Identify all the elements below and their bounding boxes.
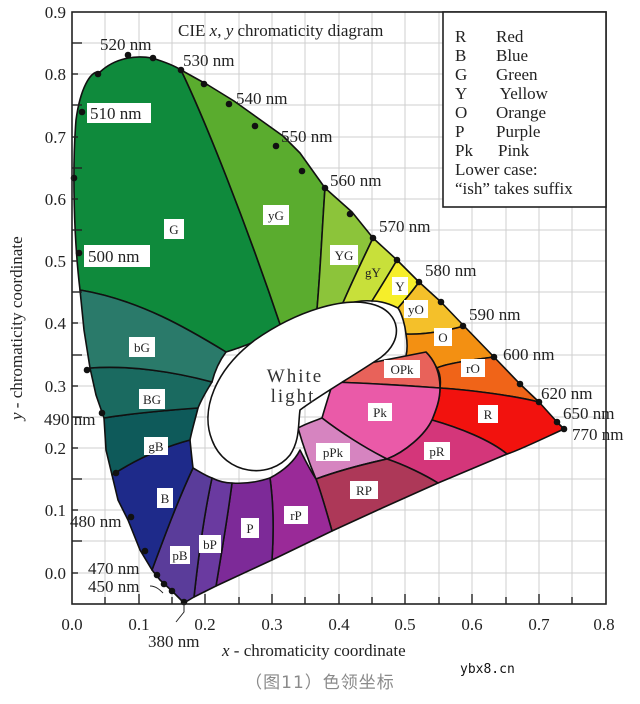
wavelength-label: 580 nm <box>425 261 476 280</box>
watermark: ybx8.cn <box>460 662 515 677</box>
leader-line-450 <box>149 585 164 594</box>
wavelength-label: 590 nm <box>469 305 520 324</box>
chart-title: CIE x, y chromaticity diagram <box>178 21 383 40</box>
legend-name: Blue <box>496 46 528 65</box>
x-tick-label: 0.2 <box>194 615 215 634</box>
legend-name: Green <box>496 65 538 84</box>
legend-abbr: G <box>455 65 467 84</box>
region-label: gB <box>148 439 164 454</box>
region-label: Y <box>395 279 405 294</box>
region-label: B <box>161 491 170 506</box>
region-label: rP <box>290 508 302 523</box>
legend-abbr: R <box>455 27 467 46</box>
legend-name: Red <box>496 27 524 46</box>
y-tick-label: 0.9 <box>45 3 66 22</box>
y-tick-label: 0.5 <box>45 252 66 271</box>
tick-marks <box>72 42 573 604</box>
x-tick-label: 0.8 <box>593 615 614 634</box>
legend-abbr: P <box>455 122 464 141</box>
y-axis-title: y - chromaticity coordinate <box>7 236 26 422</box>
region-label: pR <box>429 444 445 459</box>
legend-name: Yellow <box>496 84 549 103</box>
region-white-light <box>207 301 398 472</box>
y-tick-labels: 0.9 0.8 0.7 0.6 0.5 0.4 0.3 0.2 0.1 0.0 <box>45 3 67 583</box>
region-label: pPk <box>323 445 344 460</box>
leader-line-380 <box>175 604 185 623</box>
y-tick-label: 0.7 <box>45 128 67 147</box>
region-label: OPk <box>390 362 414 377</box>
region-label: yO <box>408 302 424 317</box>
x-tick-label: 0.1 <box>128 615 149 634</box>
y-tick-label: 0.0 <box>45 564 66 583</box>
white-light-label: White light <box>267 366 323 407</box>
wavelength-label: 650 nm <box>563 404 614 423</box>
wavelength-label: 500 nm <box>88 247 139 266</box>
x-tick-label: 0.7 <box>528 615 550 634</box>
region-label: YG <box>335 248 354 263</box>
legend-abbr: O <box>455 103 467 122</box>
wavelength-label: 480 nm <box>70 512 121 531</box>
legend-note: Lower case: <box>455 160 538 179</box>
region-label: Pk <box>373 405 387 420</box>
region-label: pB <box>172 548 188 563</box>
region-labels: G yG YG gY Y yO O rO OPk R Pk pR pPk RP … <box>129 205 498 564</box>
legend-name: Orange <box>496 103 546 122</box>
y-tick-label: 0.1 <box>45 501 66 520</box>
wavelength-label: 560 nm <box>330 171 381 190</box>
y-tick-label: 0.6 <box>45 190 66 209</box>
wavelength-label: 450 nm <box>88 577 139 596</box>
x-tick-label: 0.5 <box>394 615 415 634</box>
wavelength-label: 540 nm <box>236 89 287 108</box>
region-label: bP <box>203 537 217 552</box>
region-label: gY <box>365 265 382 280</box>
spectral-locus-points <box>70 51 568 606</box>
y-tick-label: 0.3 <box>45 377 66 396</box>
region-label: BG <box>143 392 161 407</box>
x-tick-labels: 0.0 0.1 0.2 0.3 0.4 0.5 0.6 0.7 0.8 <box>61 615 614 634</box>
figure-caption: （图11）色领坐标 <box>245 673 395 693</box>
wavelength-label: 550 nm <box>281 127 332 146</box>
wavelength-label: 570 nm <box>379 217 430 236</box>
white-light-line1: White <box>267 366 323 387</box>
x-tick-label: 0.4 <box>328 615 350 634</box>
wavelength-label: 530 nm <box>183 51 234 70</box>
wavelength-labels: 520 nm 530 nm 510 nm 540 nm 550 nm 560 n… <box>44 35 623 651</box>
legend-note: “ish” takes suffix <box>455 179 573 198</box>
x-axis-title: x - chromaticity coordinate <box>221 641 406 660</box>
region-label: RP <box>356 483 372 498</box>
y-tick-label: 0.2 <box>45 439 66 458</box>
wavelength-label: 470 nm <box>88 559 139 578</box>
region-label: yG <box>268 208 284 223</box>
wavelength-label: 490 nm <box>44 410 95 429</box>
wavelength-label: 520 nm <box>100 35 151 54</box>
x-tick-label: 0.6 <box>461 615 482 634</box>
x-tick-label: 0.3 <box>261 615 282 634</box>
y-tick-label: 0.4 <box>45 314 67 333</box>
color-regions <box>73 56 565 604</box>
white-light-line2: light <box>271 386 316 407</box>
region-bG <box>79 289 227 383</box>
wavelength-label: 600 nm <box>503 345 554 364</box>
region-label: rO <box>466 361 480 376</box>
legend: R Red B Blue G Green Y Yellow O Orange P… <box>442 11 607 208</box>
legend-abbr: Y <box>455 84 467 103</box>
wavelength-label: 380 nm <box>148 632 199 651</box>
legend-name: Pink <box>498 141 530 160</box>
region-label: O <box>438 330 447 345</box>
legend-name: Purple <box>496 122 540 141</box>
wavelength-label: 770 nm <box>572 425 623 444</box>
wavelength-label: 510 nm <box>90 104 141 123</box>
x-tick-label: 0.0 <box>61 615 82 634</box>
wavelength-label: 620 nm <box>541 384 592 403</box>
legend-abbr: B <box>455 46 466 65</box>
region-label: G <box>169 222 178 237</box>
region-label: bG <box>134 340 150 355</box>
y-tick-label: 0.8 <box>45 65 66 84</box>
legend-abbr: Pk <box>455 141 473 160</box>
region-label: R <box>484 407 493 422</box>
region-label: P <box>246 521 253 536</box>
